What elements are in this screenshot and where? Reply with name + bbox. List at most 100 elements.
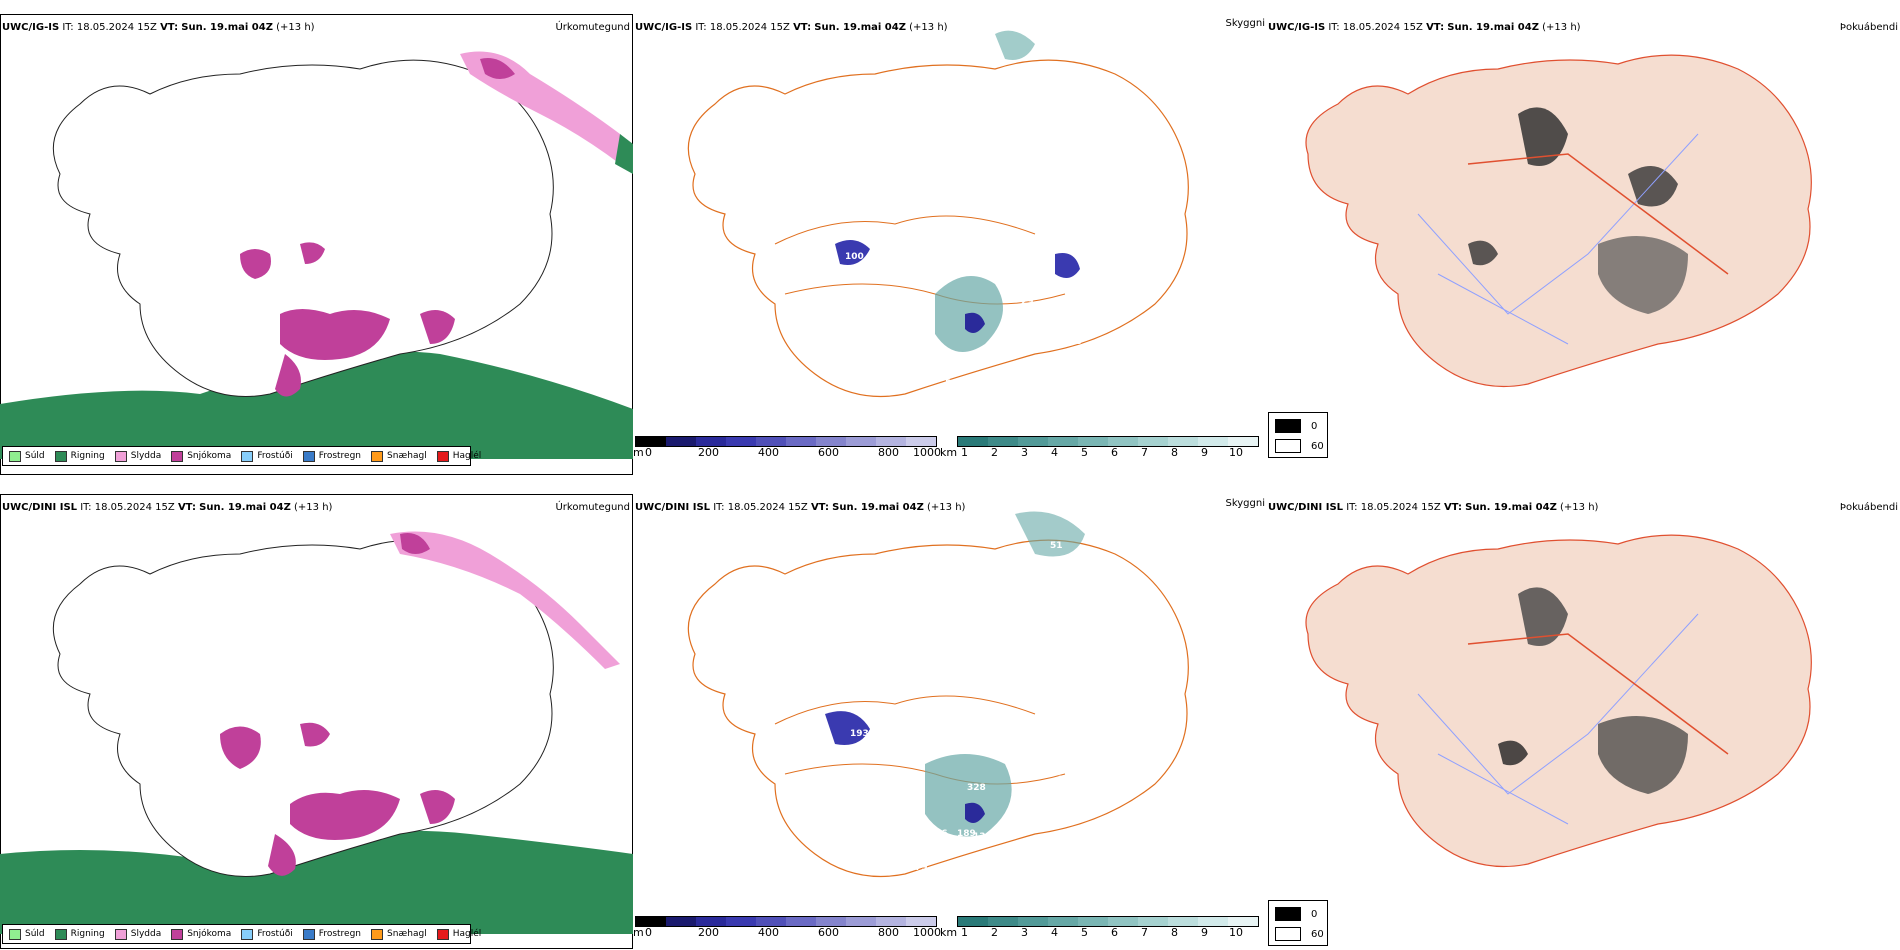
vis-tick: 9: [1201, 446, 1208, 459]
legend-swatch: [114, 928, 127, 940]
colorbar-step: [1018, 917, 1048, 926]
vis-label: 207: [965, 237, 984, 247]
vis-label: 48: [950, 155, 963, 165]
panel-header: UWC/IG-IS IT: 18.05.2024 15Z VT: Sun. 19…: [2, 22, 315, 33]
lead-time: (+13 h): [1542, 22, 1581, 33]
vis-label: 140: [883, 727, 902, 737]
model-name: UWC/IG-IS: [2, 22, 60, 33]
fog-swatch-dark: [1275, 419, 1301, 433]
legend-swatch: [371, 450, 384, 462]
vis-tick: 5: [1081, 926, 1088, 939]
colorbar-step: [1108, 917, 1138, 926]
colorbar-step: [1078, 437, 1108, 446]
panel-header: UWC/DINI ISL IT: 18.05.2024 15Z VT: Sun.…: [2, 502, 332, 513]
panel-title-precip: Úrkomutegund: [555, 22, 630, 33]
colorbar-step: [1048, 437, 1078, 446]
legend-swatch: [241, 928, 254, 940]
it-label: IT:: [1328, 22, 1340, 33]
vis-tick: 6: [1111, 926, 1118, 939]
it-label: IT:: [713, 502, 725, 513]
colorbar-step: [726, 437, 756, 446]
fog-map: [1305, 534, 1812, 868]
vis-tick: 4: [1051, 926, 1058, 939]
legend-item: Snjókoma: [171, 928, 231, 940]
vt-label: VT:: [160, 22, 179, 33]
vt-value: Sun. 19.mai 04Z: [199, 502, 291, 513]
it-value: 18.05.2024 15Z: [76, 22, 157, 33]
vis-label: 285: [1058, 775, 1077, 785]
colorbar-step: [636, 437, 666, 446]
model-name: UWC/DINI ISL: [2, 502, 78, 513]
colorbar-step: [786, 917, 816, 926]
lead-time: (+13 h): [927, 502, 966, 513]
vis-label: 133: [1065, 302, 1084, 312]
legend-swatch: [171, 450, 184, 462]
model-name: UWC/IG-IS: [1268, 22, 1326, 33]
fog-legend: 0 60: [1268, 900, 1328, 946]
fog-map: [1305, 54, 1812, 388]
vis-tick: 5: [1081, 446, 1088, 459]
legend-swatch: [302, 928, 315, 940]
precip-map: [0, 494, 633, 949]
fog-legend: 0 60: [1268, 412, 1328, 458]
vis-tick: 7: [1141, 926, 1148, 939]
legend-item: Súld: [9, 928, 45, 940]
colorbar-step: [726, 917, 756, 926]
model-name: UWC/DINI ISL: [635, 502, 711, 513]
precip-legend: Súld Rigning Slydda Snjókoma Frostúði Fr…: [2, 924, 481, 944]
vis-label: 81: [1011, 575, 1024, 585]
fog-swatch-dark: [1275, 907, 1301, 921]
colorbar-step: [1018, 437, 1048, 446]
legend-swatch: [302, 450, 315, 462]
legend-item: Frostregn: [302, 928, 361, 940]
colorbar-step: [846, 437, 876, 446]
vis-tick: 8: [1171, 926, 1178, 939]
lead-time: (+13 h): [276, 22, 315, 33]
colorbar-step: [1138, 917, 1168, 926]
vis-label: 58: [1135, 67, 1148, 77]
panel-title-precip: Úrkomutegund: [555, 502, 630, 513]
legend-item: Haglél: [436, 450, 481, 462]
colorbar-step: [756, 917, 786, 926]
height-tick: 600: [818, 926, 839, 939]
vis-label: 31: [923, 737, 936, 747]
legend-swatch: [9, 450, 21, 462]
legend-item: Rigning: [54, 928, 105, 940]
vis-tick: 2: [991, 926, 998, 939]
fog-indicator-panel: UWC/DINI ISL IT: 18.05.2024 15Z VT: Sun.…: [1268, 494, 1900, 949]
it-value: 18.05.2024 15Z: [94, 502, 175, 513]
vis-tick: 2: [991, 446, 998, 459]
vt-value: Sun. 19.mai 04Z: [1447, 22, 1539, 33]
vis-label: 15: [965, 177, 978, 187]
height-tick: 400: [758, 926, 779, 939]
cloud-map: 100 202 207 27 715 80 56 115 133 218 130…: [687, 30, 1189, 398]
visibility-unit: km: [940, 446, 958, 459]
lead-time: (+13 h): [909, 22, 948, 33]
vis-label: 33: [911, 825, 924, 835]
model-name: UWC/DINI ISL: [1268, 502, 1344, 513]
panel-header: UWC/DINI ISL IT: 18.05.2024 15Z VT: Sun.…: [635, 502, 965, 513]
it-label: IT:: [80, 502, 92, 513]
vis-tick: 9: [1201, 926, 1208, 939]
legend-swatch: [436, 450, 449, 462]
it-value: 18.05.2024 15Z: [1342, 22, 1423, 33]
vis-label: 18: [995, 183, 1008, 193]
height-tick: 800: [878, 926, 899, 939]
vt-value: Sun. 19.mai 04Z: [814, 22, 906, 33]
vt-label: VT:: [177, 502, 196, 513]
vis-tick: 1: [961, 926, 968, 939]
vis-label: 79: [1045, 593, 1058, 603]
height-unit: m: [633, 926, 644, 939]
height-tick: 1000: [913, 926, 941, 939]
colorbar-step: [696, 917, 726, 926]
vis-label: 76: [935, 829, 948, 839]
colorbar-step: [958, 437, 988, 446]
it-value: 18.05.2024 15Z: [1360, 502, 1441, 513]
colorbar-step: [1168, 437, 1198, 446]
colorbar-step: [666, 437, 696, 446]
visibility-colorbar: [957, 436, 1259, 447]
vis-label: 72: [935, 847, 948, 857]
it-label: IT:: [695, 22, 707, 33]
vis-label: 193: [850, 729, 869, 739]
precip-type-panel: UWC/IG-IS IT: 18.05.2024 15Z VT: Sun. 19…: [0, 14, 633, 475]
